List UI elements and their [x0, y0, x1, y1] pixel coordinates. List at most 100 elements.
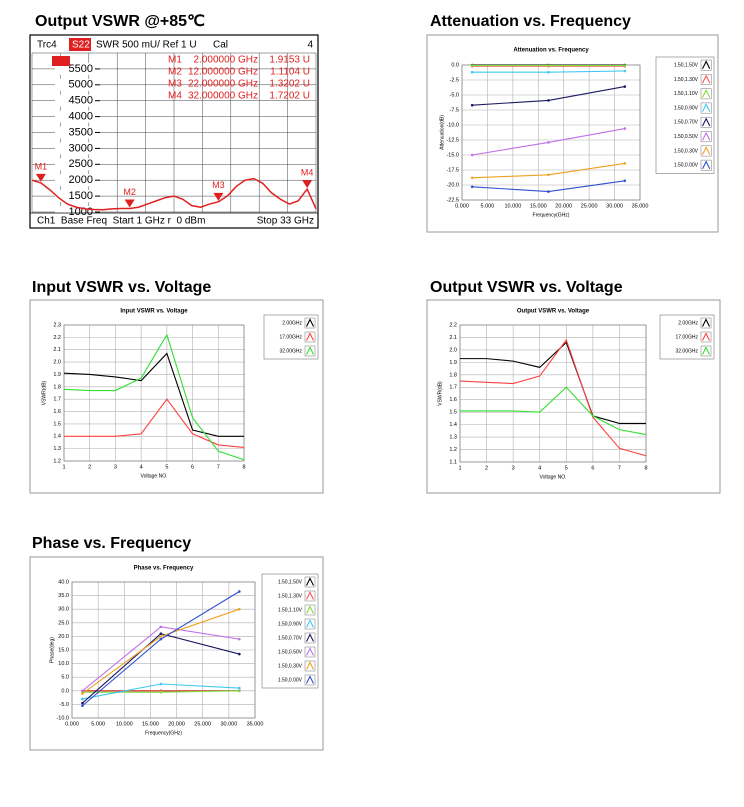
y-tick-label: -5.0 — [60, 702, 69, 708]
x-tick-label: 7 — [618, 465, 621, 471]
legend-icon-box — [304, 618, 316, 630]
legend-icon — [702, 117, 711, 127]
series-point — [470, 185, 474, 189]
series-point — [159, 635, 163, 638]
legend-icon-box — [304, 576, 316, 588]
legend-label: 1.50,0.00V — [278, 677, 303, 683]
y-tick-label: 1.6 — [53, 409, 61, 415]
chart-title: Output VSWR vs. Voltage — [517, 309, 590, 315]
y-axis-label: Phase(deg) — [49, 637, 55, 663]
tick-label-bg — [55, 190, 95, 203]
x-tick-label: 8 — [644, 465, 647, 471]
legend-icon — [306, 661, 314, 670]
legend-frame — [263, 314, 319, 360]
y-tick-label: 1.3 — [53, 446, 61, 452]
series-point — [470, 153, 474, 157]
marker-table-name: M2 — [168, 67, 182, 78]
legend-icon — [702, 332, 710, 341]
chart-panel — [29, 299, 324, 494]
legend-icon — [306, 346, 314, 355]
x-tick-label: 25.000 — [194, 721, 211, 727]
series-point — [470, 70, 474, 74]
series-line — [459, 338, 647, 457]
series-line — [460, 341, 646, 424]
x-tick-label: 10.000 — [504, 203, 521, 209]
marker-table-value: 1.9153 U — [269, 55, 310, 66]
legend-label: 1.50,0.90V — [674, 105, 699, 111]
tick-label-bg — [55, 158, 95, 171]
series-point — [81, 697, 84, 701]
y-tick-label: 20.0 — [58, 634, 69, 640]
x-tick-label: 5 — [565, 465, 568, 471]
series-point — [238, 686, 241, 690]
legend-icon — [306, 577, 314, 586]
chart-heading: Output VSWR vs. Voltage — [430, 279, 623, 296]
y-tick-label: 1.8 — [449, 372, 457, 378]
y-tick-label: 5000 — [69, 79, 93, 91]
x-tick-label: 20.000 — [555, 203, 572, 209]
marker-label: M2 — [123, 187, 136, 197]
y-tick-label: 3000 — [69, 142, 93, 154]
marker-table-name: M1 — [168, 55, 182, 66]
x-tick-label: 5 — [165, 464, 168, 470]
x-tick-label: 30.000 — [220, 721, 237, 727]
y-tick-label: 1.9 — [449, 360, 457, 366]
series-point — [238, 652, 241, 656]
tick-label-bg — [55, 94, 95, 107]
legend-icon-box — [304, 604, 316, 616]
series-point — [547, 190, 550, 193]
x-tick-label: 0.000 — [65, 721, 79, 727]
y-tick-label: 4500 — [69, 95, 93, 107]
x-tick-label: 25.000 — [581, 203, 598, 209]
y-tick-label: 35.0 — [58, 593, 69, 599]
legend-icon-box — [700, 159, 712, 171]
tick-label-bg — [55, 126, 95, 139]
series-point — [547, 141, 550, 144]
legend-label: 1.50,1.50V — [278, 579, 303, 585]
y-tick-label: 1.7 — [53, 397, 61, 403]
chart-title: Input VSWR vs. Voltage — [120, 309, 188, 315]
series-point — [238, 590, 241, 593]
plot-frame — [71, 581, 256, 719]
legend-label: 1.50,1.30V — [674, 77, 699, 83]
series-line — [63, 333, 245, 461]
series-point — [81, 704, 84, 708]
legend-icon-box — [700, 317, 712, 329]
legend-icon — [702, 318, 710, 327]
legend-icon-box — [700, 145, 712, 157]
legend-label: 1.50,0.30V — [278, 663, 303, 669]
marker-table-freq: 2.000000 GHz — [194, 55, 259, 66]
chart-title: Attenuation vs. Frequency — [513, 48, 589, 54]
y-tick-label: 1500 — [69, 190, 93, 202]
y-tick-label: 2500 — [69, 158, 93, 170]
y-tick-label: -15.0 — [446, 152, 459, 158]
legend-label: 1.50,1.10V — [674, 91, 699, 97]
legend-label: 1.50,0.50V — [278, 649, 303, 655]
marker-label: M4 — [301, 167, 314, 177]
legend-icon-box — [700, 345, 712, 357]
legend-icon-box — [304, 632, 316, 644]
legend-icon — [306, 605, 314, 614]
plot-frame — [459, 324, 647, 463]
legend-label: 1.50,1.10V — [278, 607, 303, 613]
legend-label: 2.00GHz — [282, 320, 302, 326]
series-point — [470, 176, 474, 180]
tick-label-bg — [55, 78, 95, 91]
x-axis-label: Frequency(GHz) — [533, 212, 570, 218]
legend-icon — [306, 647, 314, 656]
legend-icon — [306, 591, 314, 600]
tick-label-bg — [55, 174, 95, 187]
y-tick-label: 30.0 — [58, 607, 69, 613]
marker-triangle — [213, 192, 224, 201]
y-tick-label: 1.5 — [449, 410, 457, 416]
legend-label: 1.50,0.30V — [674, 148, 699, 154]
x-tick-label: 4 — [140, 464, 143, 470]
legend-icon-box — [700, 102, 712, 114]
y-tick-label: 2000 — [69, 174, 93, 186]
y-tick-label: 1.9 — [53, 372, 61, 378]
series-point — [623, 162, 627, 165]
header-item: SWR 500 mU/ Ref 1 U — [96, 40, 197, 51]
marker-triangle — [124, 199, 135, 208]
